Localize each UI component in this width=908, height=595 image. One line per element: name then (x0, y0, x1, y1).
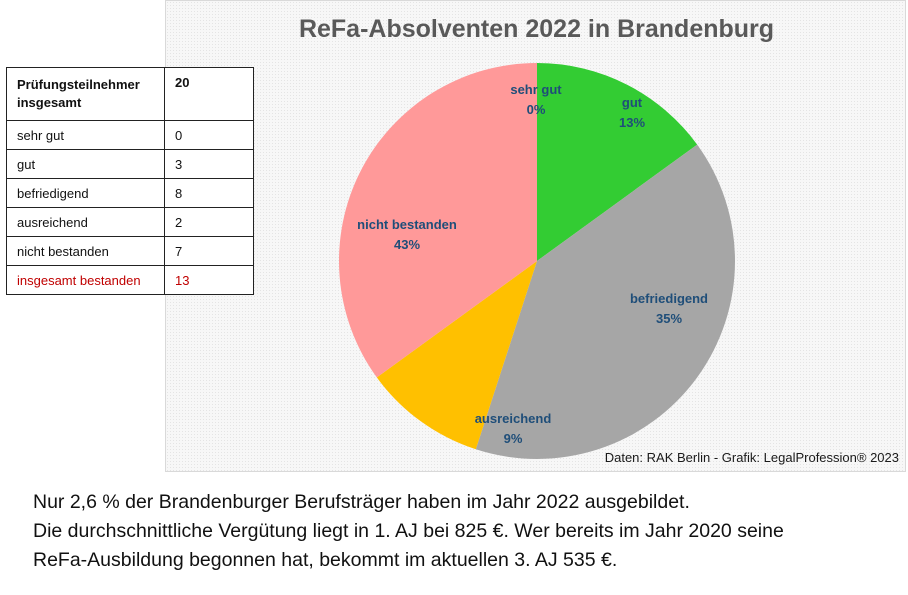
slice-name: sehr gut (510, 82, 562, 97)
row-label: gut (6, 149, 165, 179)
row-label: befriedigend (6, 178, 165, 208)
total-label: insgesamt bestanden (6, 265, 165, 295)
slice-name: gut (622, 95, 643, 110)
footer-line: Nur 2,6 % der Brandenburger Berufsträger… (33, 491, 690, 513)
row-value: 8 (164, 178, 254, 208)
table-total-row: insgesamt bestanden 13 (6, 265, 254, 295)
slice-percent: 0% (527, 102, 546, 117)
slice-label-nicht-bestanden: nicht bestanden 43% (357, 217, 457, 252)
row-value: 2 (164, 207, 254, 237)
pie-slice-befriedigend (475, 144, 735, 459)
footer-paragraph: Nur 2,6 % der Brandenburger Berufsträger… (33, 488, 903, 575)
table-header-row: Prüfungsteilnehmer insgesamt 20 (6, 67, 254, 121)
source-credit: Daten: RAK Berlin - Grafik: LegalProfess… (604, 450, 899, 465)
slice-name: nicht bestanden (357, 217, 457, 232)
row-label: nicht bestanden (6, 236, 165, 266)
table-row: nicht bestanden 7 (6, 236, 254, 266)
footer-line: ReFa-Ausbildung begonnen hat, bekommt im… (33, 549, 618, 571)
footer-line: Die durchschnittliche Vergütung liegt in… (33, 520, 784, 542)
table-row: befriedigend 8 (6, 178, 254, 208)
row-label: ausreichend (6, 207, 165, 237)
slice-label-ausreichend: ausreichend 9% (475, 411, 552, 446)
row-label: sehr gut (6, 120, 165, 150)
chart-title: ReFa-Absolventen 2022 in Brandenburg (298, 15, 775, 43)
slice-name: ausreichend (475, 411, 552, 426)
table-row: sehr gut 0 (6, 120, 254, 150)
row-value: 0 (164, 120, 254, 150)
slice-percent: 43% (394, 237, 420, 252)
table-row: gut 3 (6, 149, 254, 179)
chart-area: sehr gut 0% gut 13% befriedigend 35% ausreiche… (165, 0, 906, 472)
row-value: 3 (164, 149, 254, 179)
slice-name: befriedigend (630, 291, 708, 306)
slice-percent: 9% (504, 431, 523, 446)
pie-chart: sehr gut 0% gut 13% befriedigend 35% ausreiche… (339, 63, 735, 459)
pie-slice-ausreichend (376, 261, 537, 450)
pie-slice-gut (537, 63, 698, 261)
row-value: 7 (164, 236, 254, 266)
table-row: ausreichend 2 (6, 207, 254, 237)
slice-label-gut: gut 13% (619, 95, 645, 130)
results-table: Prüfungsteilnehmer insgesamt 20 sehr gut… (6, 67, 254, 295)
slice-label-sehr-gut: sehr gut 0% (510, 82, 562, 117)
slice-percent: 35% (656, 311, 682, 326)
table-header-label: Prüfungsteilnehmer insgesamt (6, 67, 165, 121)
table-header-value: 20 (164, 67, 254, 121)
slice-label-befriedigend: befriedigend 35% (630, 291, 708, 326)
slice-percent: 13% (619, 115, 645, 130)
pie-slice-nicht-bestanden (339, 63, 537, 378)
total-value: 13 (164, 265, 254, 295)
